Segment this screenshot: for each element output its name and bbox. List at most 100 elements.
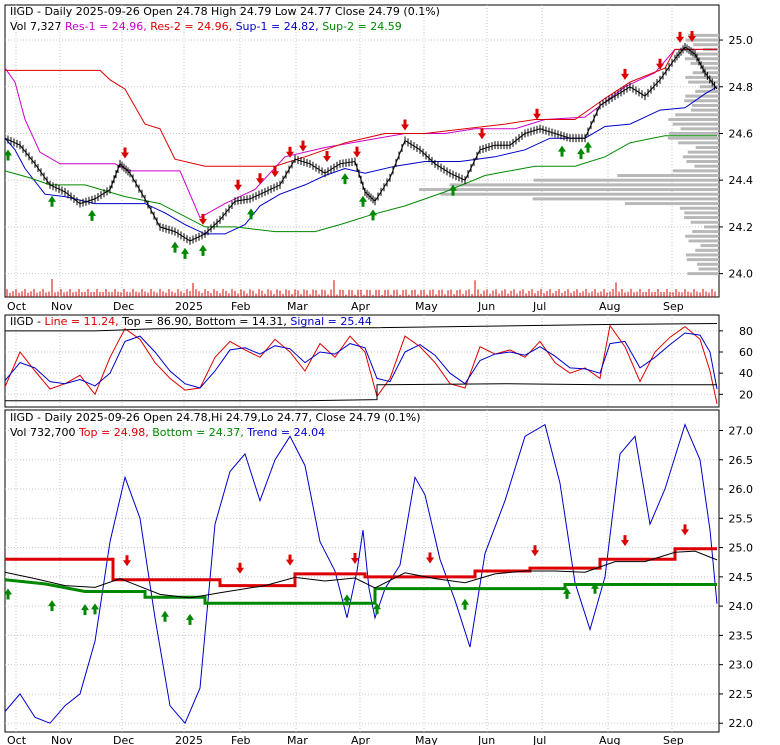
x-tick-label: Aug (599, 300, 620, 313)
sell-arrow-icon (299, 140, 307, 152)
buy-arrow-icon (88, 209, 96, 221)
signal-arrows (4, 30, 696, 259)
x-tick-label: Sep (663, 300, 684, 313)
price-header-line2: Vol 7,327 Res-1 = 24.96, Res-2 = 24.96, … (10, 20, 402, 33)
profile-bar (699, 85, 719, 89)
y-tick-label: 40 (739, 367, 753, 380)
sell-arrow-icon (621, 68, 629, 80)
series-close (4, 550, 718, 599)
sell-arrow-icon (531, 545, 539, 557)
x-tick-label: Nov (51, 300, 73, 313)
y-tick-label: 25.5 (729, 512, 754, 525)
x-tick-label: Mar (287, 300, 308, 313)
price-panel (4, 4, 720, 298)
profile-bar (687, 33, 719, 37)
x-tick-label: Jun (477, 300, 495, 313)
profile-bar (669, 131, 719, 135)
profile-bar (693, 43, 719, 47)
buy-arrow-icon (584, 141, 592, 153)
sell-arrow-icon (256, 173, 264, 185)
x-tick-label: Apr (351, 734, 371, 745)
series-signal (4, 332, 718, 390)
sell-arrow-icon (271, 166, 279, 178)
buy-arrow-icon (341, 173, 349, 185)
x-tick-label: Jul (532, 734, 546, 745)
profile-bar (695, 248, 719, 252)
profile-bar (695, 145, 719, 149)
header-part: IIGD - (10, 315, 44, 328)
profile-bar (689, 52, 719, 56)
sell-arrow-icon (478, 128, 486, 140)
y-tick-label: 24.0 (729, 268, 754, 281)
profile-bar (690, 61, 719, 65)
profile-bar (680, 127, 719, 131)
trend-header-line2: Vol 732,700 Top = 24.98, Bottom = 24.37,… (10, 426, 325, 439)
y-tick-label: 22.5 (729, 688, 754, 701)
profile-bar (678, 141, 719, 145)
price-y-axis: 24.0 24.2 24.4 24.6 24.8 25.0 (719, 34, 753, 281)
buy-arrow-icon (186, 613, 194, 625)
x-tick-label: 2025 (175, 734, 203, 745)
profile-bar (684, 216, 719, 220)
buy-arrow-icon (181, 247, 189, 259)
x-tick-label: Mar (287, 734, 308, 745)
sell-arrow-icon (286, 146, 294, 158)
trend-y-axis: 22.0 22.5 23.0 23.5 24.0 24.5 25.0 25.5 26.0 26.5… (719, 424, 753, 730)
price-x-axis: Oct Nov Dec 2025 Feb Mar Apr May Jun Jul Aug Sep (7, 300, 684, 313)
header-part: Bottom = 24.37, (152, 426, 247, 439)
profile-bar (697, 262, 719, 266)
x-tick-label: Dec (113, 734, 134, 745)
buy-arrow-icon (161, 610, 169, 622)
header-part: Sup-2 = 24.59 (322, 20, 402, 33)
sell-arrow-icon (426, 552, 434, 564)
x-tick-label: Nov (51, 734, 73, 745)
profile-bar (533, 178, 719, 182)
sell-arrow-icon (621, 535, 629, 547)
buy-arrow-icon (558, 145, 566, 157)
profile-bar (685, 234, 719, 238)
series-top (5, 547, 717, 588)
trend-grid (5, 410, 719, 732)
profile-bar (685, 57, 719, 61)
y-tick-label: 26.5 (729, 454, 754, 467)
x-tick-label: May (415, 734, 438, 745)
y-tick-label: 24.2 (729, 221, 754, 234)
buy-arrow-icon (591, 582, 599, 594)
buy-arrow-icon (91, 603, 99, 615)
y-tick-label: 24.5 (729, 571, 754, 584)
profile-bar (698, 267, 719, 271)
profile-bar (685, 75, 719, 79)
oscillator-y-axis: 20 40 60 80 (719, 325, 753, 401)
trend-panel (4, 409, 720, 733)
profile-bar (703, 66, 719, 70)
sell-arrow-icon (234, 179, 242, 191)
buy-arrow-icon (373, 603, 381, 615)
profile-bar (682, 155, 719, 159)
trend-signal-arrows (4, 524, 689, 625)
profile-bar (691, 103, 719, 107)
header-part: Res-1 = 24.96, (65, 20, 150, 33)
profile-bar (440, 192, 719, 196)
profile-bar (704, 225, 719, 229)
oscillator-series (4, 323, 718, 404)
sell-arrow-icon (533, 108, 541, 120)
header-part: IIGD - Daily 2025-09-26 Open 24.78 High … (10, 5, 440, 18)
y-tick-label: 26.0 (729, 483, 754, 496)
y-tick-label: 60 (739, 346, 753, 359)
buy-arrow-icon (359, 195, 367, 207)
y-tick-label: 24.0 (729, 600, 754, 613)
header-part: Res-2 = 24.96, (150, 20, 235, 33)
x-tick-label: Apr (351, 300, 371, 313)
sell-arrow-icon (681, 524, 689, 536)
price-grid (5, 5, 719, 297)
x-tick-label: Dec (113, 300, 134, 313)
buy-arrow-icon (199, 244, 207, 256)
profile-bar (688, 239, 719, 243)
sell-arrow-icon (401, 119, 409, 131)
header-part: IIGD - Daily 2025-09-26 Open 24.78,Hi 24… (10, 411, 421, 424)
series-bottom (4, 578, 717, 605)
profile-bar (532, 197, 719, 201)
profile-bar (692, 71, 719, 75)
series-trend (4, 423, 718, 725)
